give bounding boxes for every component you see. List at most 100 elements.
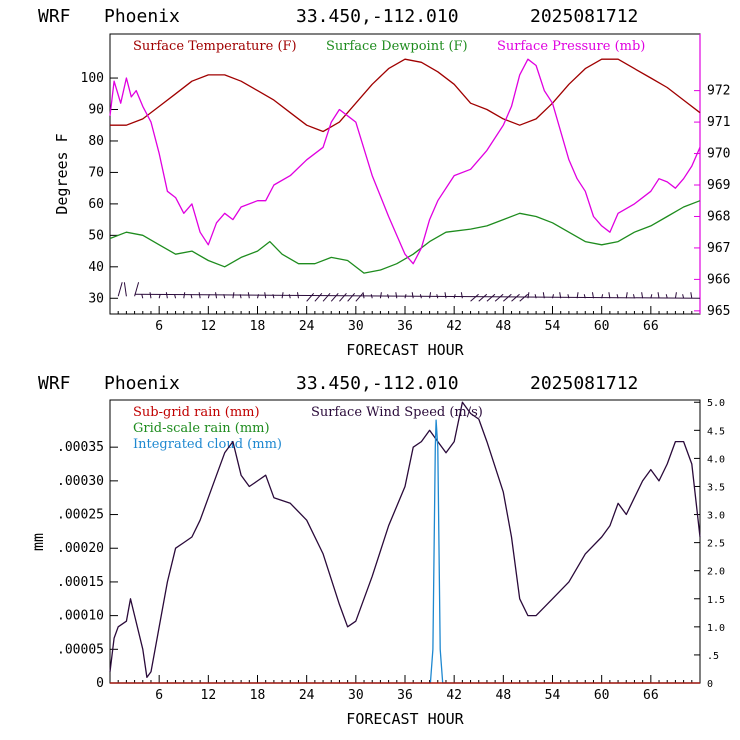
wind-barb: [223, 294, 226, 299]
wind-barb: [272, 294, 275, 299]
wind-barb: [674, 292, 677, 299]
wind-barb: [486, 293, 496, 302]
series-surface-pressure-mb: [109, 58, 701, 265]
chart1-series: [109, 58, 701, 274]
c2-y-tick-label: .00010: [57, 609, 104, 624]
wind-barb: [519, 293, 529, 302]
c1-x-tick-label: 66: [643, 319, 659, 334]
c2-y2-tick-label: .5: [707, 651, 719, 662]
c2-y2-tick-label: 0: [707, 679, 713, 690]
c2-y-tick-label: .00035: [57, 440, 104, 455]
wind-barb: [379, 292, 382, 299]
chart1-y2-ticks: 965 966 967 968 969 970 971 972: [694, 84, 730, 319]
chart2-header-run: 2025081712: [530, 373, 638, 394]
c2-y-tick-label: .00015: [57, 575, 104, 590]
chart2-legend-integrated-cloud: Integrated cloud (mm): [133, 437, 282, 452]
wind-barb: [419, 294, 422, 299]
chart1-y-ticks: 30 40 50 60 70 80 90 100: [81, 71, 118, 306]
chart1-legend-pressure: Surface Pressure (mb): [497, 39, 645, 54]
chart2-x-ticks: 6 12 18 24 30 36 42 48 54 60 66: [117, 675, 693, 703]
wind-barb: [444, 292, 447, 299]
wind-barb: [460, 292, 463, 299]
wind-barb: [404, 294, 407, 299]
c2-y2-tick-label: 4.0: [707, 454, 725, 465]
wind-barb: [478, 293, 488, 302]
wind-barb: [411, 292, 414, 299]
wind-barb: [296, 292, 299, 299]
wind-barb: [665, 294, 668, 299]
c1-y-tick-label: 40: [88, 260, 104, 275]
wind-barb: [608, 292, 611, 299]
c1-y2-tick-label: 970: [707, 147, 730, 162]
c2-y-tick-label: 0: [96, 676, 104, 691]
c2-y-tick-label: .00020: [57, 541, 104, 556]
wind-barb: [387, 294, 390, 299]
chart2-legend-wind-speed: Surface Wind Speed (m/s): [311, 405, 483, 420]
wind-barb: [215, 292, 218, 299]
wind-barb: [347, 292, 356, 302]
c1-y-tick-label: 70: [88, 165, 104, 180]
wind-barb: [134, 282, 140, 297]
series-integrated-cloud-mm: [110, 419, 700, 684]
wind-barb: [650, 294, 653, 299]
wind-barb: [576, 292, 579, 299]
chart2-header-model: WRF: [38, 373, 71, 394]
wind-barb: [141, 294, 144, 299]
c2-x-tick-label: 18: [250, 688, 266, 703]
wind-barb: [123, 282, 127, 297]
c1-x-tick-label: 42: [446, 319, 462, 334]
c1-y-tick-label: 30: [88, 291, 104, 306]
c2-x-tick-label: 66: [643, 688, 659, 703]
c1-x-tick-label: 60: [594, 319, 610, 334]
wind-barb: [436, 294, 439, 299]
chart2-x-axis-label: FORECAST HOUR: [346, 710, 464, 728]
wind-barb: [625, 292, 628, 299]
chart1-header-coords: 33.450,-112.010: [296, 6, 459, 27]
wind-barb: [207, 294, 210, 299]
wind-barb: [149, 292, 152, 299]
chart1-plot-frame: [109, 33, 701, 315]
c1-x-tick-label: 12: [201, 319, 217, 334]
c1-y2-tick-label: 972: [707, 84, 730, 99]
temperature-chart: WRF Phoenix 33.450,-112.010 2025081712 S…: [38, 6, 730, 359]
wind-barb: [117, 282, 123, 297]
wind-barb: [453, 294, 456, 299]
c1-x-tick-label: 36: [397, 319, 413, 334]
chart2-y2-ticks: 0 .5 1.0 1.5 2.0 2.5 3.0 3.5 4.0 4.5 5.0: [694, 398, 725, 690]
chart1-x-ticks: 6 12 18 24 30 36 42 48 54 60 66: [117, 306, 693, 334]
wind-barb-baseline: [134, 293, 701, 299]
wind-barb: [641, 292, 644, 299]
wind-barb: [330, 292, 339, 302]
chart1-legend-dewpoint: Surface Dewpoint (F): [326, 39, 468, 54]
wind-barb: [632, 294, 635, 299]
wind-barb: [429, 292, 432, 299]
wind-barb: [690, 292, 693, 299]
c2-y2-tick-label: 4.5: [707, 426, 725, 437]
chart2-y-axis-label: mm: [29, 533, 47, 551]
c2-y2-tick-label: 1.5: [707, 595, 725, 606]
chart2-series: [109, 401, 701, 684]
c2-x-tick-label: 60: [594, 688, 610, 703]
precip-wind-chart: WRF Phoenix 33.450,-112.010 2025081712 S…: [29, 373, 725, 728]
wind-barb: [527, 292, 530, 299]
wind-barb: [567, 294, 570, 299]
chart1-header-run: 2025081712: [530, 6, 638, 27]
wind-barb: [601, 294, 604, 299]
c2-y2-tick-label: 3.5: [707, 482, 725, 493]
c1-y-tick-label: 100: [81, 71, 104, 86]
c1-y-tick-label: 90: [88, 103, 104, 118]
wind-barb: [257, 294, 259, 299]
wind-barb: [503, 293, 512, 302]
c1-y2-tick-label: 971: [707, 115, 730, 130]
c1-x-tick-label: 48: [496, 319, 512, 334]
wind-barb: [494, 293, 504, 302]
wind-barb: [281, 292, 284, 299]
wind-barb: [232, 292, 235, 299]
c1-x-tick-label: 6: [155, 319, 163, 334]
series-surface-temperature-f: [110, 58, 701, 133]
chart1-legend-temperature: Surface Temperature (F): [133, 39, 297, 54]
wind-barb: [395, 292, 398, 299]
c2-x-tick-label: 12: [201, 688, 217, 703]
wind-barb: [183, 292, 186, 299]
